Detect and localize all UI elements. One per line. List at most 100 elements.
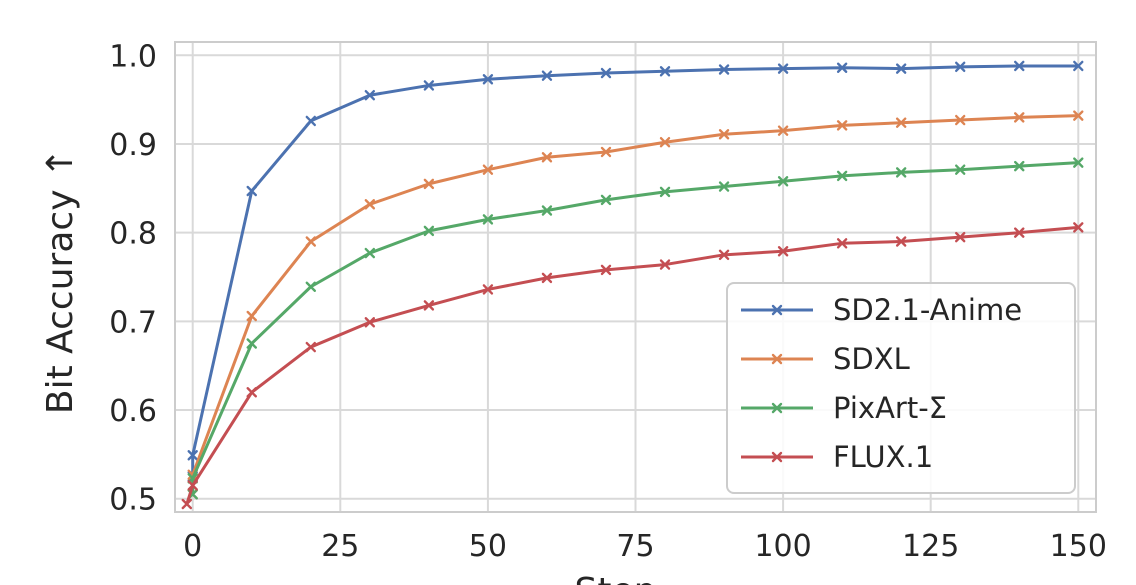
legend-label: PixArt-Σ bbox=[833, 391, 947, 425]
data-point bbox=[482, 284, 494, 295]
x-tick-label: 0 bbox=[183, 529, 202, 564]
data-point bbox=[541, 205, 553, 216]
x-tick-label: 150 bbox=[1050, 529, 1107, 564]
data-point bbox=[1073, 60, 1084, 72]
legend-box bbox=[726, 282, 1076, 494]
data-point bbox=[777, 125, 789, 136]
data-point bbox=[187, 450, 198, 461]
data-point bbox=[482, 74, 494, 85]
data-point bbox=[305, 281, 316, 292]
data-point bbox=[423, 80, 435, 91]
data-point bbox=[482, 214, 494, 225]
data-point bbox=[305, 115, 316, 127]
data-point bbox=[181, 498, 193, 510]
data-point bbox=[895, 117, 907, 128]
series-group bbox=[181, 60, 1084, 510]
series-sd2-1-anime bbox=[187, 60, 1084, 482]
data-point bbox=[955, 231, 966, 243]
legend: SD2.1-Anime SDXL PixArt-Σ FLUX.1 bbox=[726, 282, 1076, 494]
data-point bbox=[246, 185, 257, 197]
y-axis-label: Bit Accuracy ↑ bbox=[40, 148, 81, 414]
data-point bbox=[1073, 110, 1084, 121]
data-point bbox=[1014, 112, 1025, 123]
x-tick-label: 75 bbox=[616, 529, 654, 564]
legend-item: FLUX.1 bbox=[741, 440, 933, 474]
data-point bbox=[718, 249, 730, 261]
data-point bbox=[423, 300, 435, 311]
data-point bbox=[364, 247, 376, 259]
y-tick-label: 0.7 bbox=[109, 305, 157, 340]
data-point bbox=[541, 272, 553, 284]
data-point bbox=[718, 181, 730, 192]
data-point bbox=[364, 90, 376, 101]
data-point bbox=[1014, 60, 1025, 72]
data-point bbox=[955, 164, 966, 175]
data-point bbox=[777, 63, 789, 74]
data-point bbox=[423, 225, 435, 237]
y-tick-label: 0.8 bbox=[109, 217, 157, 252]
data-point bbox=[659, 259, 671, 270]
data-point bbox=[305, 236, 316, 247]
data-point bbox=[659, 137, 671, 148]
data-point bbox=[1073, 157, 1084, 168]
plot-frame bbox=[174, 41, 1097, 513]
data-point bbox=[895, 63, 907, 74]
data-point bbox=[482, 164, 494, 175]
data-point bbox=[659, 186, 671, 198]
series-flux-1 bbox=[181, 222, 1084, 510]
series-pixart bbox=[187, 157, 1084, 500]
data-point bbox=[895, 236, 907, 247]
data-point bbox=[305, 341, 316, 353]
x-axis-label: Step bbox=[575, 571, 657, 585]
legend-item: SD2.1-Anime bbox=[741, 293, 1022, 327]
data-point bbox=[836, 62, 848, 73]
data-point bbox=[423, 178, 435, 190]
data-point bbox=[600, 67, 612, 79]
legend-label: SDXL bbox=[833, 342, 910, 376]
data-point bbox=[718, 129, 730, 140]
data-point bbox=[1014, 227, 1025, 238]
legend-marker bbox=[771, 451, 783, 463]
y-tick-label: 0.9 bbox=[109, 128, 157, 163]
data-point bbox=[364, 199, 376, 210]
x-tick-label: 50 bbox=[469, 529, 507, 564]
data-point bbox=[246, 387, 257, 398]
x-tick-label: 125 bbox=[902, 529, 959, 564]
legend-item: PixArt-Σ bbox=[741, 391, 947, 425]
data-point bbox=[955, 114, 966, 126]
data-point bbox=[777, 176, 789, 187]
data-point bbox=[836, 120, 848, 131]
legend-marker bbox=[771, 353, 783, 365]
data-point bbox=[541, 70, 553, 81]
legend-item: SDXL bbox=[741, 342, 910, 376]
data-point bbox=[246, 310, 257, 322]
data-point bbox=[600, 146, 612, 158]
y-tick-label: 0.5 bbox=[109, 483, 157, 518]
data-point bbox=[836, 238, 848, 249]
data-point bbox=[246, 338, 257, 349]
y-tick-label: 1.0 bbox=[109, 39, 157, 74]
data-point bbox=[659, 66, 671, 77]
data-point bbox=[187, 480, 198, 491]
data-point bbox=[777, 246, 789, 257]
x-tick-label: 25 bbox=[321, 529, 359, 564]
legend-label: SD2.1-Anime bbox=[833, 293, 1022, 327]
x-tick-label: 100 bbox=[754, 529, 811, 564]
data-point bbox=[836, 170, 848, 182]
data-point bbox=[718, 64, 730, 75]
tick-labels: 0 25 50 75 100 125 150 0.5 0.6 0.7 0.8 0.9 1.0 bbox=[109, 39, 1107, 564]
data-point bbox=[600, 194, 612, 206]
data-point bbox=[895, 167, 907, 178]
legend-marker bbox=[771, 304, 783, 316]
data-point bbox=[1014, 160, 1025, 172]
y-tick-label: 0.6 bbox=[109, 394, 157, 429]
data-point bbox=[364, 317, 376, 328]
data-point bbox=[955, 61, 966, 73]
data-point bbox=[541, 152, 553, 163]
data-point bbox=[1073, 222, 1084, 233]
data-point bbox=[600, 264, 612, 276]
legend-label: FLUX.1 bbox=[833, 440, 933, 474]
legend-marker bbox=[771, 402, 783, 414]
